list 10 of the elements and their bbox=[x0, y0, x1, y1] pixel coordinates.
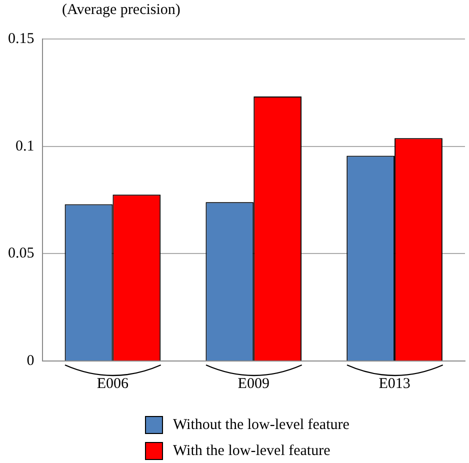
x-tick-label: E006 bbox=[96, 376, 130, 392]
x-tick-label: E009 bbox=[238, 376, 270, 392]
y-tick-label: 0 bbox=[26, 352, 34, 369]
y-axis-title: (Average precision) bbox=[62, 2, 180, 19]
legend-label: Without the low-level feature bbox=[173, 416, 350, 434]
y-tick-label: 0.1 bbox=[16, 138, 34, 154]
legend-label: With the low-level feature bbox=[173, 442, 330, 460]
x-tick-label: E013 bbox=[378, 376, 410, 392]
y-tick-label: 0.05 bbox=[8, 246, 34, 262]
y-tick-label: 0.15 bbox=[8, 30, 34, 47]
